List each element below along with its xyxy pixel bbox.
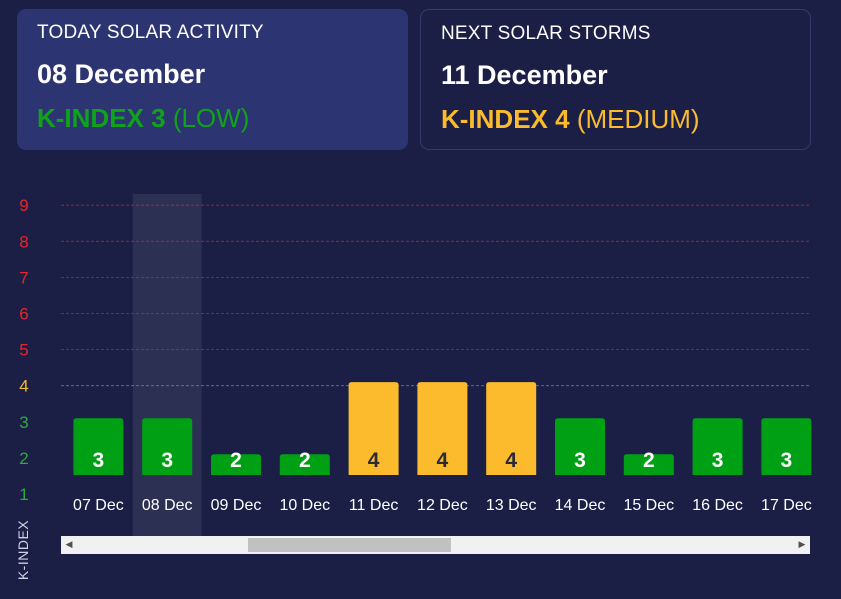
x-tick-label: 12 Dec [417, 497, 468, 514]
next-date: 11 December [441, 60, 608, 90]
x-tick-label: 11 Dec [349, 497, 399, 514]
x-tick-label: 17 Dec [761, 497, 812, 514]
bar [73, 418, 124, 475]
bar-value-label: 3 [161, 449, 173, 472]
bar [692, 418, 743, 475]
bar-value-label: 3 [93, 449, 105, 472]
bar [761, 418, 812, 475]
y-tick-label: 6 [19, 305, 28, 324]
bar-value-label: 4 [437, 449, 449, 472]
x-tick-label: 13 Dec [486, 497, 537, 514]
today-kindex-value: K-INDEX 3 [37, 103, 166, 133]
y-tick-label: 7 [19, 268, 28, 287]
next-caption: NEXT SOLAR STORMS [441, 23, 651, 44]
chart-horizontal-scrollbar[interactable]: ◀ ▶ [61, 536, 810, 554]
bar-value-label: 3 [781, 449, 793, 472]
y-axis-title: K-INDEX [15, 519, 31, 581]
bar-value-label: 2 [643, 449, 655, 472]
y-tick-label: 3 [19, 413, 28, 432]
bar-value-label: 2 [299, 449, 311, 472]
next-kindex-line: K-INDEX 4 (MEDIUM) [441, 104, 700, 135]
x-tick-label: 16 Dec [692, 497, 743, 514]
bar [555, 418, 605, 475]
x-tick-label: 09 Dec [211, 497, 262, 514]
bar-value-label: 3 [574, 449, 586, 472]
bar-value-label: 4 [368, 449, 380, 472]
scroll-left-arrow-icon[interactable]: ◀ [65, 540, 73, 550]
bar [279, 454, 330, 475]
next-kindex-level: (MEDIUM) [576, 104, 700, 134]
highlight-band [132, 194, 202, 536]
x-tick-label: 08 Dec [142, 497, 193, 514]
x-tick-label: 14 Dec [555, 497, 606, 514]
bar [211, 454, 261, 475]
y-tick-label: 9 [19, 196, 28, 215]
bar [142, 418, 193, 475]
y-tick-label: 1 [19, 485, 28, 504]
today-kindex-line: K-INDEX 3 (LOW) [37, 103, 249, 134]
x-tick-label: 07 Dec [73, 497, 124, 514]
scroll-right-arrow-icon[interactable]: ▶ [798, 540, 806, 550]
today-caption: TODAY SOLAR ACTIVITY [37, 22, 264, 43]
bar-value-label: 3 [712, 449, 724, 472]
bar [348, 382, 399, 475]
bar-value-label: 2 [230, 449, 242, 472]
scroll-thumb[interactable] [248, 538, 451, 552]
today-date: 08 December [37, 59, 206, 89]
x-tick-label: 15 Dec [623, 497, 674, 514]
y-tick-label: 2 [19, 449, 28, 468]
y-tick-label: 8 [19, 232, 28, 251]
next-kindex-value: K-INDEX 4 [441, 104, 570, 134]
today-kindex-level: (LOW) [172, 103, 250, 133]
bar-value-label: 4 [505, 449, 517, 472]
next-storms-card: NEXT SOLAR STORMS 11 December K-INDEX 4 … [420, 9, 811, 150]
y-tick-label: 5 [19, 341, 28, 360]
bar [417, 382, 468, 475]
x-tick-label: 10 Dec [279, 497, 330, 514]
bar [623, 454, 674, 475]
bar [486, 382, 537, 475]
today-activity-card: TODAY SOLAR ACTIVITY 08 December K-INDEX… [17, 9, 408, 150]
y-tick-label: 4 [19, 377, 28, 396]
